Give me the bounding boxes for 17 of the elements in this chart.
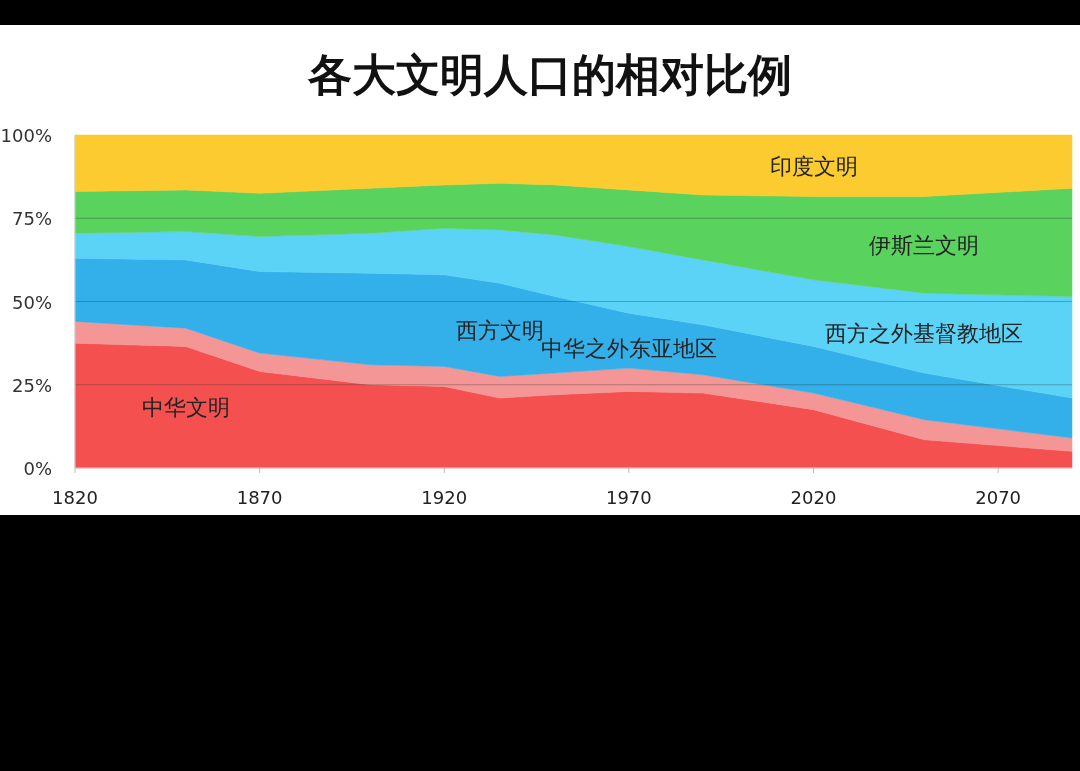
- series-label: 中华文明: [141, 395, 230, 421]
- series-label: 伊斯兰文明: [869, 232, 980, 258]
- series-label: 西方文明: [455, 317, 544, 343]
- y-tick-label: 0%: [23, 458, 52, 479]
- y-tick-label: 75%: [11, 208, 52, 230]
- x-tick-label: 2070: [975, 487, 1022, 508]
- y-tick-label: 25%: [11, 374, 52, 396]
- series-label: 印度文明: [769, 153, 858, 179]
- x-tick-label: 1970: [605, 487, 652, 508]
- x-tick-label: 1870: [236, 487, 283, 508]
- series-label: 西方之外基督教地区: [825, 321, 1024, 347]
- x-tick-label: 1820: [52, 487, 98, 508]
- x-tick-label: 1920: [421, 487, 468, 508]
- x-tick-label: 2020: [790, 487, 837, 508]
- chart-title: 各大文明人口的相对比例: [307, 49, 792, 100]
- y-tick-label: 50%: [11, 291, 52, 313]
- y-tick-label: 100%: [0, 125, 52, 146]
